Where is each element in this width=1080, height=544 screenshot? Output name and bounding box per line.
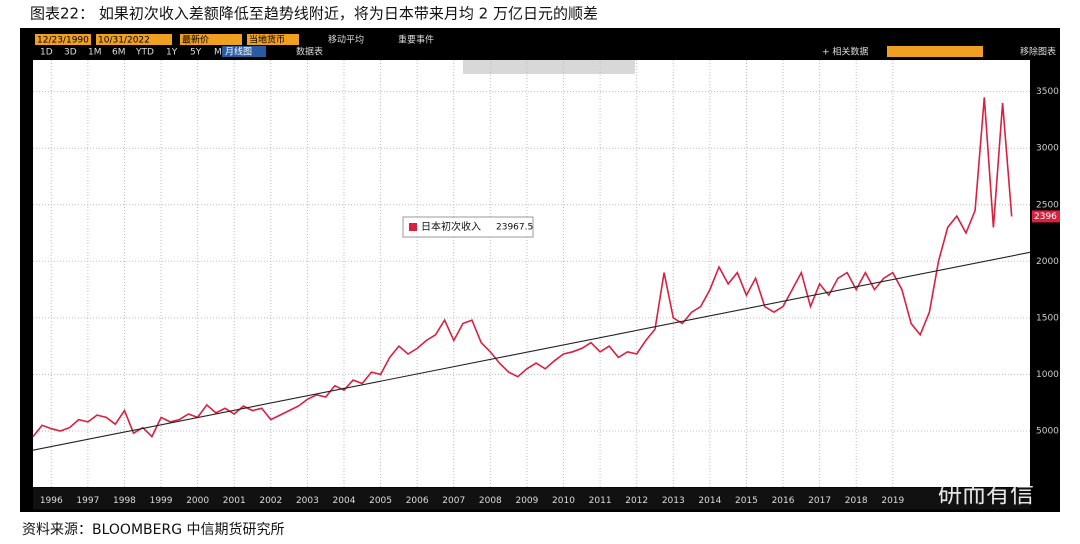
toolbar-related: + 相关数据 [822, 46, 868, 58]
period-button[interactable]: 6M [112, 48, 126, 58]
toolbar-field [35, 34, 91, 45]
toolbar-currency: 当地货币 [249, 34, 285, 46]
x-tick-label: 2011 [589, 496, 612, 506]
chart-kind-bg [222, 46, 266, 57]
period-button[interactable]: YTD [135, 48, 154, 58]
x-tick-label: 1996 [40, 496, 63, 506]
x-tick-label: 2001 [223, 496, 246, 506]
x-tick-label: 2009 [515, 496, 538, 506]
y-tick-label: 1000 [1036, 370, 1059, 380]
period-button[interactable]: 3D [64, 48, 77, 58]
legend-value: 23967.5 [496, 223, 533, 233]
x-tick-label: 2004 [333, 496, 356, 506]
period-button[interactable]: 5Y [190, 48, 202, 58]
y-tick-label: 5000 [1036, 426, 1059, 436]
y-tick-label: 2000 [1036, 257, 1059, 267]
y-tick-label: 2500 [1036, 200, 1059, 210]
x-tick-label: 2013 [662, 496, 685, 506]
period-button[interactable]: 1Y [166, 48, 178, 58]
x-tick-label: 2005 [369, 496, 392, 506]
y-tick-label: 3500 [1036, 87, 1059, 97]
last-value-tag [1032, 210, 1060, 223]
x-tick-label: 2010 [552, 496, 575, 506]
x-tick-label: 1999 [150, 496, 173, 506]
plot-area [33, 60, 1030, 487]
x-tick-label: 2008 [479, 496, 502, 506]
figure-title: 图表22： 如果初次收入差额降低至趋势线附近，将为日本带来月均 2 万亿日元的顺… [30, 5, 598, 23]
mini-toolbar [463, 60, 635, 74]
toolbar-events: 重要事件 [398, 34, 434, 46]
x-tick-label: 2015 [735, 496, 758, 506]
legend-label: 日本初次收入 [421, 220, 481, 233]
y-tick-label: 3000 [1036, 144, 1059, 154]
trend-line [32, 251, 1031, 451]
x-tick-label: 2018 [845, 496, 868, 506]
x-axis-band [33, 487, 1030, 510]
chart-kind: 月线图 [225, 46, 252, 58]
toolbar-start: 12/23/1990 [37, 36, 89, 46]
toolbar-remove: 移除图表 [1020, 46, 1056, 58]
x-tick-label: 2019 [881, 496, 904, 506]
toolbar-field [180, 34, 242, 45]
last-value-label: 2396 [1034, 212, 1057, 222]
period-button[interactable]: 1M [88, 48, 102, 58]
toolbar-field [96, 34, 172, 45]
y-tick-label: 1500 [1036, 313, 1059, 323]
x-tick-label: 2002 [259, 496, 282, 506]
x-tick-label: 2017 [808, 496, 831, 506]
toolbar-field [247, 34, 299, 45]
source-note: 资料来源：BLOOMBERG 中信期货研究所 [22, 521, 285, 538]
period-button[interactable]: 1D [40, 48, 53, 58]
x-tick-label: 2000 [186, 496, 209, 506]
legend-swatch [409, 223, 417, 231]
x-tick-label: 2007 [442, 496, 465, 506]
data-line [32, 97, 1013, 438]
x-tick-label: 1997 [76, 496, 99, 506]
watermark: 研而有信 [938, 480, 1034, 508]
legend-box [402, 216, 534, 238]
x-tick-label: 1998 [113, 496, 136, 506]
x-tick-label: 2012 [625, 496, 648, 506]
toolbar-price: 最新价 [182, 34, 209, 46]
toolbar-table: 数据表 [296, 46, 323, 58]
x-tick-label: 2014 [698, 496, 721, 506]
toolbar-end: 10/31/2022 [98, 36, 150, 46]
search-field [887, 46, 983, 57]
x-tick-label: 2003 [296, 496, 319, 506]
x-tick-label: 2016 [772, 496, 795, 506]
x-tick-label: 2006 [406, 496, 429, 506]
toolbar-ma: 移动平均 [328, 34, 364, 46]
